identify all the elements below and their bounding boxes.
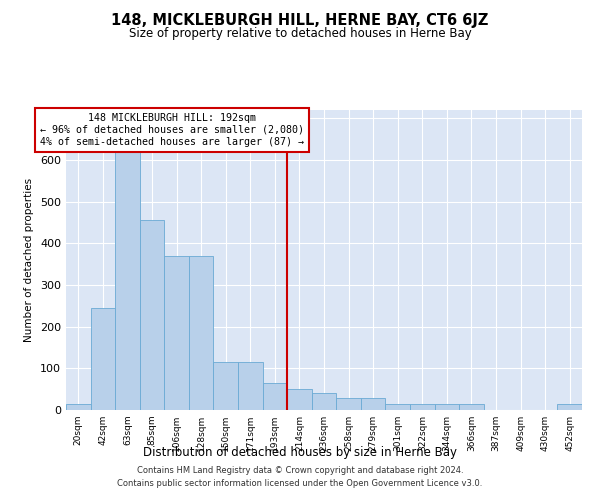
- Bar: [410, 404, 434, 410]
- Bar: [91, 308, 115, 410]
- Bar: [557, 404, 582, 410]
- Bar: [238, 362, 263, 410]
- Bar: [336, 398, 361, 410]
- Y-axis label: Number of detached properties: Number of detached properties: [25, 178, 34, 342]
- Bar: [434, 404, 459, 410]
- Bar: [115, 150, 140, 410]
- Bar: [263, 383, 287, 410]
- Text: Distribution of detached houses by size in Herne Bay: Distribution of detached houses by size …: [143, 446, 457, 459]
- Bar: [66, 404, 91, 410]
- Bar: [287, 389, 312, 410]
- Bar: [361, 398, 385, 410]
- Text: Contains HM Land Registry data © Crown copyright and database right 2024.
Contai: Contains HM Land Registry data © Crown c…: [118, 466, 482, 487]
- Bar: [189, 256, 214, 410]
- Bar: [140, 220, 164, 410]
- Bar: [385, 404, 410, 410]
- Bar: [312, 394, 336, 410]
- Bar: [164, 256, 189, 410]
- Bar: [214, 362, 238, 410]
- Text: 148 MICKLEBURGH HILL: 192sqm
← 96% of detached houses are smaller (2,080)
4% of : 148 MICKLEBURGH HILL: 192sqm ← 96% of de…: [40, 114, 304, 146]
- Text: Size of property relative to detached houses in Herne Bay: Size of property relative to detached ho…: [128, 28, 472, 40]
- Text: 148, MICKLEBURGH HILL, HERNE BAY, CT6 6JZ: 148, MICKLEBURGH HILL, HERNE BAY, CT6 6J…: [112, 12, 488, 28]
- Bar: [459, 404, 484, 410]
